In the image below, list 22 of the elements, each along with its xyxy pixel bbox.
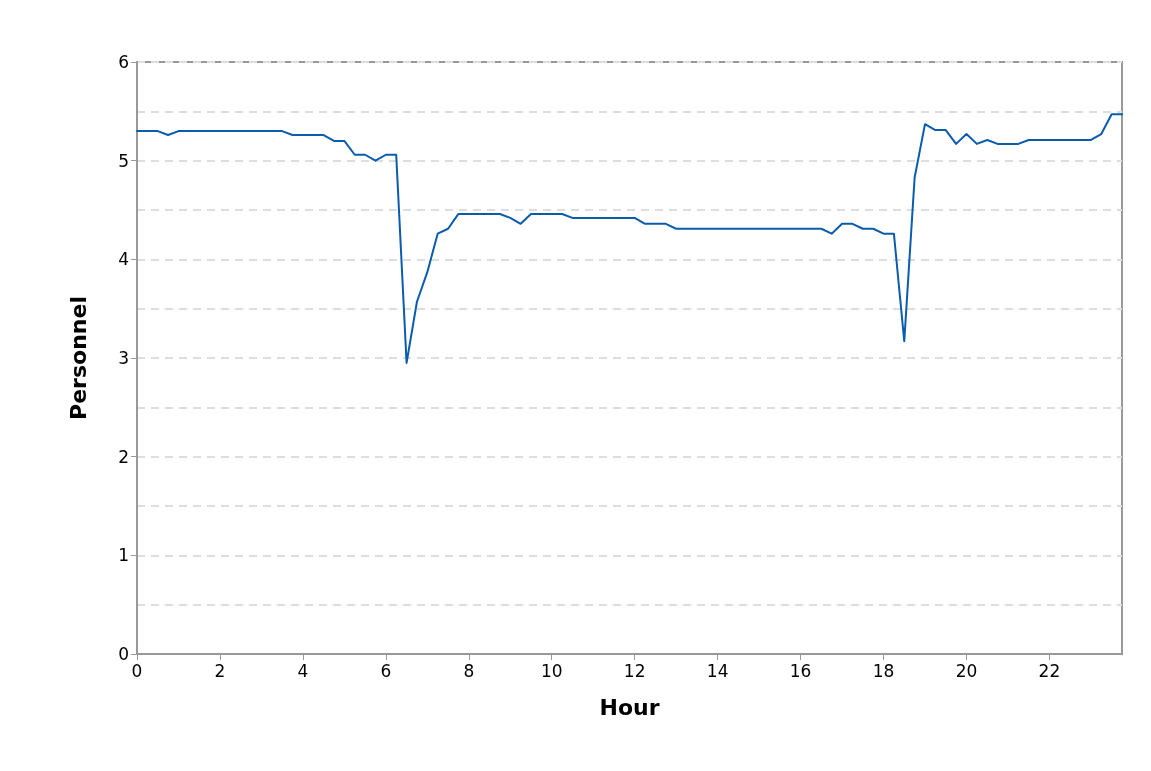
- x-tick-label: 20: [955, 660, 978, 681]
- x-axis-title: Hour: [599, 694, 660, 720]
- y-tick-label: 6: [118, 52, 129, 72]
- x-tick-label: 14: [706, 660, 729, 681]
- y-tick-label: 3: [118, 348, 129, 368]
- x-tick-label: 18: [872, 660, 895, 681]
- x-tick-label: 22: [1038, 660, 1061, 681]
- x-tick-label: 4: [297, 660, 309, 681]
- x-tick-label: 2: [214, 660, 226, 681]
- y-tick-label: 1: [118, 545, 129, 566]
- y-axis-title: Personnel: [65, 296, 91, 420]
- x-tick-label: 8: [463, 660, 475, 681]
- line-series: [136, 113, 1123, 364]
- x-tick-label: 16: [789, 660, 812, 681]
- x-tick-label: 6: [380, 660, 392, 681]
- y-tick-label: 2: [118, 446, 129, 467]
- x-tick-label: 12: [623, 660, 646, 681]
- x-tick-label: 0: [131, 660, 143, 681]
- y-tick-label: 4: [118, 249, 129, 270]
- y-tick-label: 0: [118, 644, 129, 664]
- y-tick-label: 5: [118, 150, 129, 171]
- x-tick-label: 10: [540, 660, 563, 681]
